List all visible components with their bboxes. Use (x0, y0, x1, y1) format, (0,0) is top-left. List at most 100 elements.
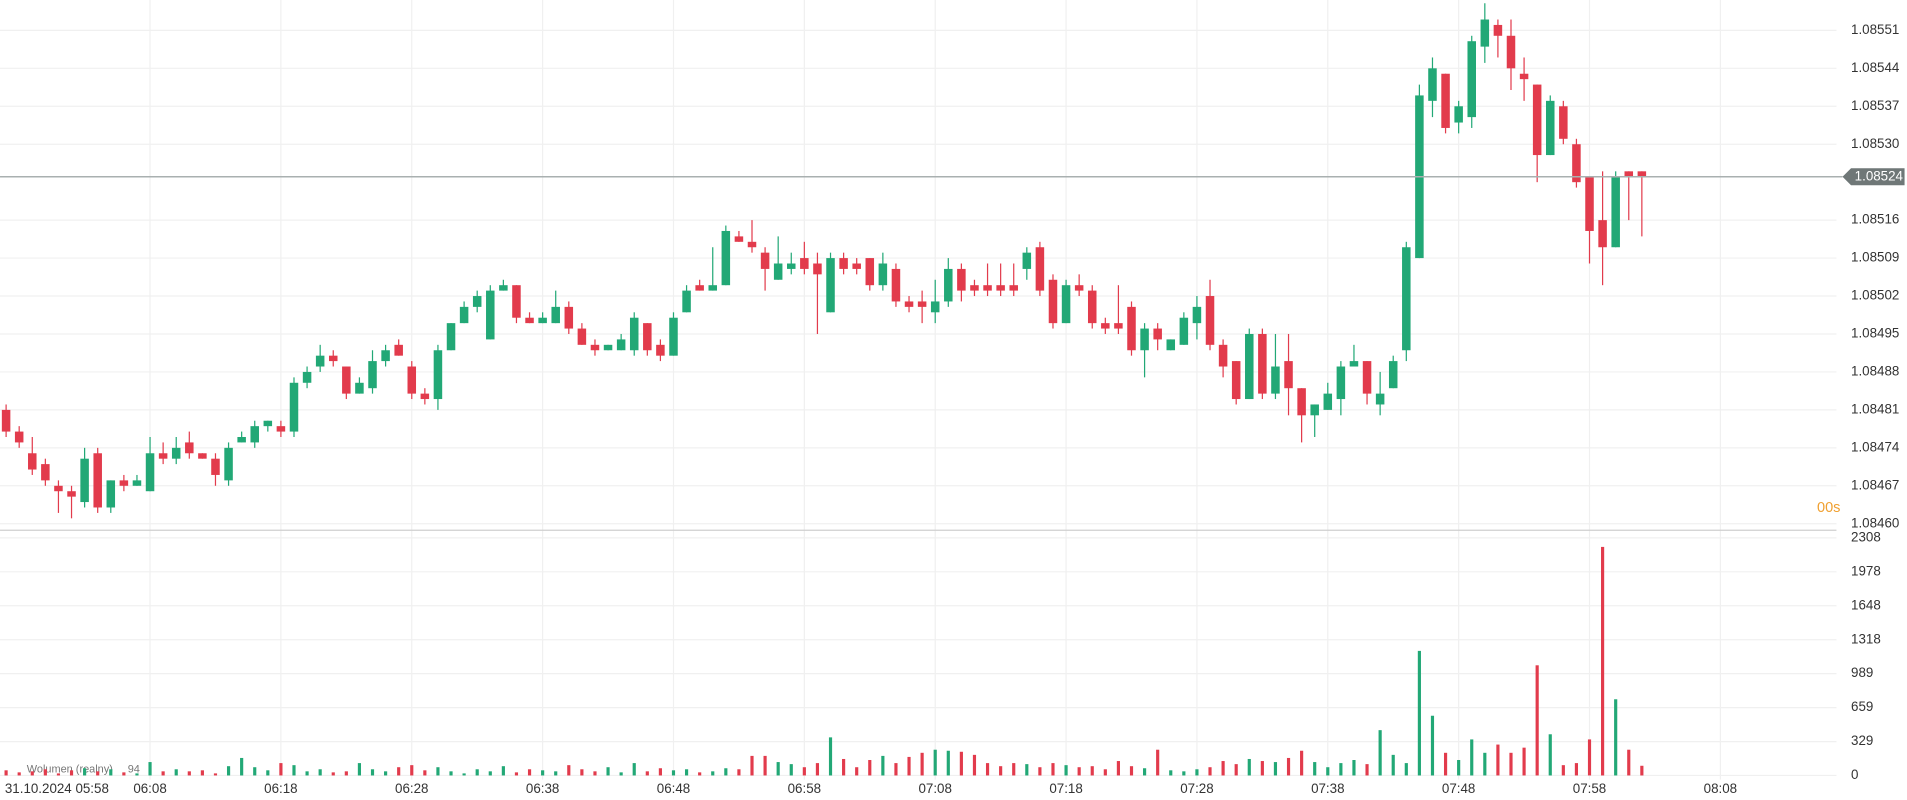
volume-bar (671, 770, 676, 776)
volume-bar (842, 758, 846, 776)
candle-body (1362, 361, 1372, 394)
candle-body (590, 344, 600, 351)
volume-bar (894, 763, 898, 776)
volume-bar (1548, 734, 1552, 776)
candle-body (643, 323, 652, 351)
candle-body (878, 263, 888, 286)
volume-bar (1457, 760, 1461, 776)
candle-body (145, 453, 155, 492)
date-label: 31.10.2024 05:58 (5, 781, 109, 796)
candle-body (839, 258, 848, 269)
candle-body (930, 301, 940, 313)
candle-body (800, 258, 809, 269)
volume-bar (698, 772, 702, 776)
candle-body (1441, 73, 1450, 128)
candle-body (1179, 317, 1189, 345)
volume-bar (449, 771, 453, 776)
volume-bar (554, 771, 558, 776)
candle-body (289, 382, 299, 432)
volume-bar (148, 762, 152, 776)
candle-body (185, 442, 194, 454)
candle-body (669, 317, 678, 356)
volume-bar (999, 766, 1003, 776)
y-tick-label: 1318 (1851, 631, 1881, 646)
volume-bar (1614, 699, 1618, 776)
candle-body (1074, 285, 1084, 291)
volume-bar (1234, 764, 1238, 776)
volume-bar (684, 769, 689, 776)
candle-body (1140, 328, 1149, 351)
volume-bar (1260, 761, 1264, 776)
candle-body (1284, 361, 1293, 389)
candle-body (1336, 366, 1346, 400)
last-price-tag (1842, 168, 1905, 186)
last-price-label: 1.08524 (1855, 168, 1904, 183)
candle-body (1349, 361, 1359, 367)
volume-bar (1326, 767, 1330, 776)
candle-body (1035, 247, 1045, 291)
candle-body (1048, 279, 1058, 324)
candle-body (1454, 106, 1463, 123)
y-tick-label: 1.08551 (1851, 22, 1899, 37)
volume-legend-value: 94 (128, 764, 140, 776)
volume-bar (527, 769, 532, 776)
volume-bar (266, 770, 270, 776)
volume-bar (1103, 769, 1107, 776)
volume-bar (750, 755, 754, 776)
y-tick-label: 1.08467 (1851, 477, 1899, 492)
candle-body (28, 453, 37, 470)
candle-body (1087, 290, 1097, 324)
candle-body (250, 426, 259, 443)
volume-bar (1313, 762, 1317, 776)
x-tick-label: 06:18 (264, 781, 297, 796)
volume-bar (1143, 768, 1147, 776)
candle-body (734, 236, 744, 242)
candle-body (1127, 306, 1136, 351)
volume-bar (1522, 747, 1526, 776)
volume-bar (213, 773, 218, 776)
candle-body (616, 339, 626, 351)
volume-bar (462, 773, 466, 776)
volume-bar (1077, 767, 1081, 776)
x-tick-label: 06:28 (395, 781, 428, 796)
volume-bar (593, 771, 597, 776)
volume-bar (1627, 749, 1631, 776)
volume-bar (1574, 763, 1579, 776)
candle-body (1061, 285, 1071, 324)
volume-bar (933, 749, 937, 776)
volume-bar (724, 768, 728, 776)
candle-body (80, 458, 89, 503)
volume-bar (122, 772, 126, 776)
y-tick-label: 329 (1851, 733, 1873, 748)
candle-body (760, 252, 770, 269)
candle-body (237, 436, 246, 443)
candle-body (171, 447, 181, 459)
candle-body (158, 453, 168, 459)
candle-body (1480, 19, 1490, 47)
volume-bar (868, 760, 872, 776)
x-tick-label: 07:58 (1573, 781, 1606, 796)
y-tick-label: 1.08502 (1851, 288, 1899, 303)
candle-body (1428, 68, 1437, 101)
candle-body (394, 344, 403, 356)
volume-bar (815, 763, 820, 776)
candle-body (211, 458, 220, 475)
countdown: 00s (1817, 500, 1841, 516)
candle-body (1637, 171, 1647, 177)
volume-bar (1378, 730, 1382, 776)
candle-body (486, 290, 495, 340)
volume-bar (357, 763, 362, 776)
candle-body (1506, 35, 1516, 69)
y-tick-label: 1.08537 (1851, 98, 1899, 113)
candle-body (54, 485, 63, 492)
volume-bar (161, 771, 165, 776)
volume-bar (1640, 765, 1644, 776)
candle-body (603, 344, 613, 351)
volume-bar (1221, 761, 1225, 776)
candle-body (420, 393, 430, 400)
volume-bar (1169, 770, 1173, 776)
volume-bar (501, 766, 505, 776)
volume-bar (1404, 763, 1408, 776)
